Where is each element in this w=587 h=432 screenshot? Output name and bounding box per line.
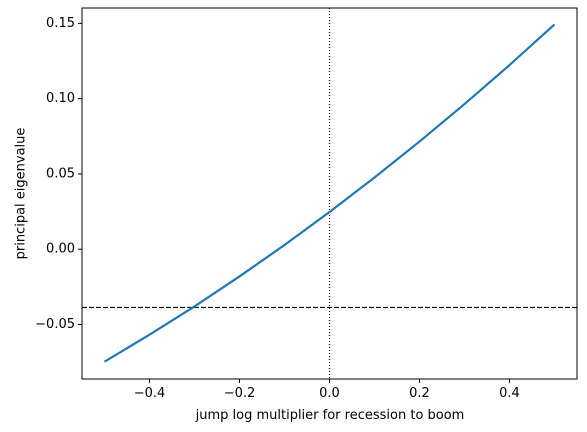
y-axis-label: principal eigenvalue — [14, 128, 29, 260]
y-tick-label: 0.10 — [46, 91, 75, 106]
x-tick-label: −0.4 — [134, 386, 166, 401]
x-tick-label: 0.2 — [409, 386, 430, 401]
y-tick-label: 0.15 — [46, 16, 75, 31]
plot-frame — [81, 7, 578, 380]
x-tick-label: 0.4 — [499, 386, 520, 401]
y-tick-label: −0.05 — [35, 317, 75, 332]
x-tick-label: 0.0 — [319, 386, 340, 401]
y-tick-label: 0.00 — [46, 242, 75, 257]
x-tick-label: −0.2 — [224, 386, 256, 401]
y-tick-label: 0.05 — [46, 166, 75, 181]
x-axis-label: jump log multiplier for recession to boo… — [195, 408, 465, 423]
line — [103, 23, 556, 363]
